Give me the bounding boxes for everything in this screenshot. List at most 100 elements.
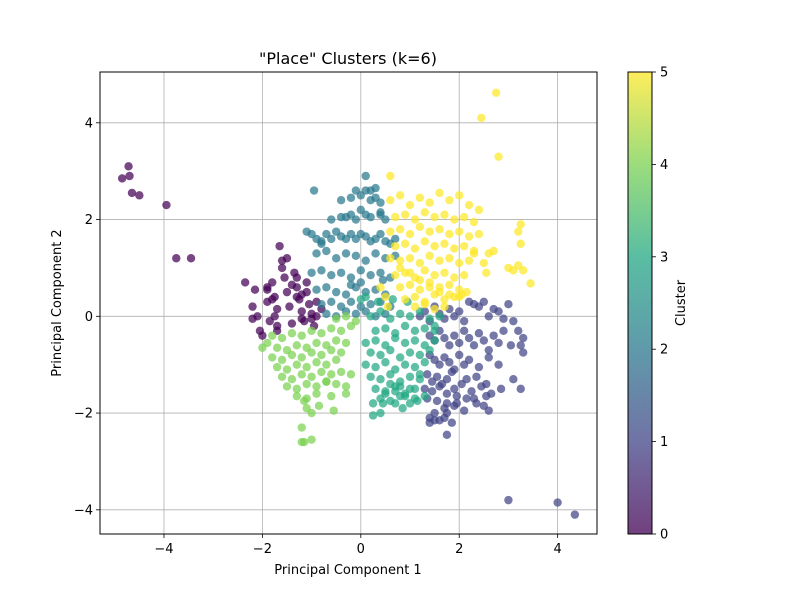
data-point	[445, 195, 454, 205]
cluster-3-series	[356, 292, 444, 420]
data-point	[386, 195, 395, 205]
data-point	[317, 329, 326, 338]
data-point	[482, 268, 491, 277]
data-point	[494, 307, 503, 316]
data-point	[464, 333, 474, 343]
colorbar-frame	[627, 71, 653, 535]
data-point	[351, 186, 361, 195]
data-point	[341, 312, 351, 321]
data-point	[327, 324, 336, 333]
data-point	[450, 244, 459, 253]
data-point	[304, 300, 314, 309]
y-axis-ticks: −4 −2 0 2 4	[74, 116, 100, 518]
data-point	[240, 278, 250, 287]
data-point	[464, 232, 474, 241]
y-tick-label: 4	[85, 116, 93, 131]
data-point	[430, 321, 439, 331]
data-point	[327, 215, 336, 224]
colorbar-ticks: 0 1 2 3 4 5	[652, 66, 668, 543]
data-point	[455, 338, 464, 348]
data-point	[455, 307, 464, 316]
data-point	[302, 404, 311, 413]
data-point	[361, 292, 370, 302]
data-point	[341, 249, 351, 258]
data-point	[297, 290, 306, 299]
data-point	[499, 314, 508, 323]
data-point	[516, 341, 525, 350]
data-point	[381, 358, 390, 367]
colorbar-tick-label: 1	[660, 435, 668, 450]
data-point	[351, 215, 361, 224]
data-point	[386, 254, 395, 263]
cluster-4-series	[258, 312, 361, 447]
colorbar-label: Cluster	[674, 279, 689, 326]
data-point	[462, 394, 471, 403]
y-tick-label: −4	[74, 503, 93, 518]
data-point	[317, 239, 326, 248]
data-point	[346, 280, 356, 290]
data-point	[277, 263, 287, 273]
data-point	[381, 292, 390, 302]
data-point	[282, 382, 292, 391]
data-point	[386, 370, 395, 379]
plot-frame	[99, 71, 598, 535]
data-point	[272, 304, 282, 314]
data-point	[312, 338, 321, 348]
data-point	[427, 387, 437, 396]
data-point	[388, 295, 397, 304]
data-point	[172, 254, 181, 263]
data-point	[442, 374, 452, 384]
data-point	[268, 295, 277, 304]
data-point	[425, 227, 434, 236]
data-point	[346, 370, 356, 379]
data-point	[489, 331, 498, 340]
data-point	[410, 292, 420, 302]
data-point	[415, 258, 425, 268]
data-point	[509, 316, 518, 326]
data-point	[263, 338, 272, 348]
data-point	[442, 389, 452, 398]
data-point	[395, 382, 405, 391]
data-point	[526, 279, 535, 288]
data-point	[425, 283, 434, 292]
data-point	[506, 341, 516, 350]
data-point	[447, 418, 457, 427]
data-point	[459, 212, 469, 222]
data-point	[435, 360, 444, 369]
data-point	[317, 300, 326, 309]
data-point	[395, 283, 405, 292]
x-axis-ticks: −4 −2 0 2 4	[154, 534, 562, 557]
data-point	[317, 266, 326, 275]
data-point	[346, 273, 356, 282]
data-point	[474, 362, 484, 372]
data-point	[314, 401, 324, 411]
data-point	[420, 358, 429, 367]
data-point	[386, 345, 395, 355]
data-point	[272, 343, 282, 352]
data-point	[322, 360, 331, 369]
data-point	[425, 251, 434, 261]
data-point	[356, 266, 366, 275]
data-point	[445, 358, 454, 367]
data-point	[378, 275, 388, 285]
data-point	[307, 326, 316, 336]
data-point	[117, 174, 127, 183]
data-point	[292, 384, 302, 394]
data-point	[405, 384, 415, 394]
data-point	[415, 350, 425, 360]
data-point	[445, 280, 454, 290]
data-point	[327, 345, 336, 355]
data-point	[504, 300, 513, 309]
data-point	[361, 210, 370, 219]
data-point	[395, 309, 405, 319]
data-point	[484, 312, 493, 321]
data-point	[469, 217, 479, 227]
data-point	[484, 353, 493, 362]
data-point	[440, 302, 449, 311]
data-point	[285, 302, 294, 311]
data-point	[331, 314, 341, 323]
data-point	[361, 338, 370, 348]
data-point	[432, 396, 442, 406]
data-point	[430, 304, 439, 314]
